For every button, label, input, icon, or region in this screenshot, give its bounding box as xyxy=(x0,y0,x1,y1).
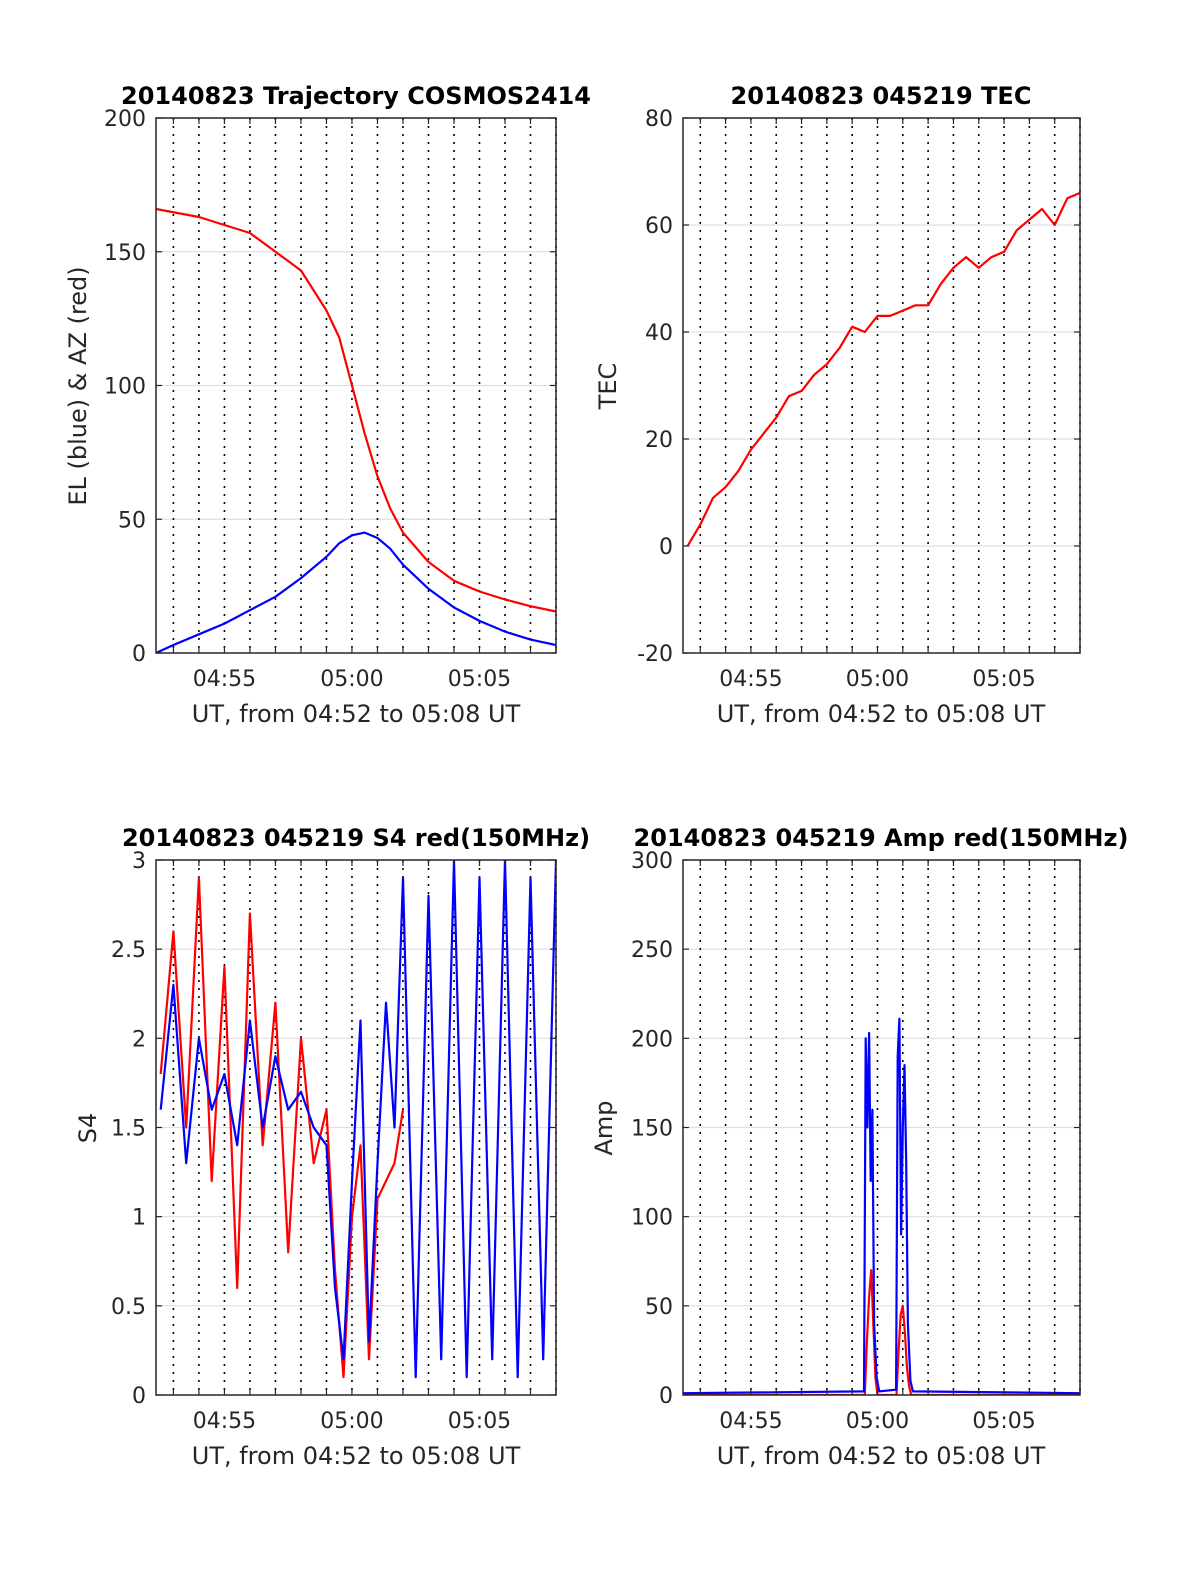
chart-title: 20140823 045219 TEC xyxy=(731,82,1032,110)
panel-s4: 20140823 045219 S4 red(150MHz) UT, from … xyxy=(74,824,590,1470)
series-group xyxy=(686,191,1080,547)
y-tick-label: 200 xyxy=(104,107,146,132)
panel-trajectory: 20140823 Trajectory COSMOS2414 UT, from … xyxy=(64,82,591,728)
x-tick-label: 05:00 xyxy=(846,667,909,692)
y-tick-label: 0 xyxy=(659,1384,673,1409)
chart-title: 20140823 045219 Amp red(150MHz) xyxy=(634,824,1129,852)
y-tick-label: 40 xyxy=(645,321,673,346)
y-tick-label: 1.5 xyxy=(111,1117,146,1142)
x-tick-label: 04:55 xyxy=(193,667,256,692)
y-tick-label: 50 xyxy=(118,508,146,533)
series-line-1 xyxy=(159,860,556,1379)
x-tick-label: 04:55 xyxy=(719,667,782,692)
y-tick-label: -20 xyxy=(637,642,673,667)
x-tick-label: 04:55 xyxy=(193,1409,256,1434)
chart-title: 20140823 Trajectory COSMOS2414 xyxy=(121,82,591,110)
y-axis-label: S4 xyxy=(74,1113,102,1144)
series-group xyxy=(156,207,556,653)
x-tick-label: 05:05 xyxy=(448,1409,511,1434)
y-tick-label: 20 xyxy=(645,428,673,453)
x-tick-label: 04:55 xyxy=(719,1409,782,1434)
chart-title: 20140823 045219 S4 red(150MHz) xyxy=(122,824,590,852)
x-tick-label: 05:00 xyxy=(846,1409,909,1434)
series-group xyxy=(159,860,556,1379)
y-tick-label: 2 xyxy=(132,1027,146,1052)
panel-amp: 20140823 045219 Amp red(150MHz) UT, from… xyxy=(590,824,1128,1470)
panel-tec: 20140823 045219 TEC UT, from 04:52 to 05… xyxy=(594,82,1081,728)
y-tick-label: 0.5 xyxy=(111,1295,146,1320)
x-tick-label: 05:05 xyxy=(972,1409,1035,1434)
x-axis-label: UT, from 04:52 to 05:08 UT xyxy=(717,1442,1046,1470)
y-tick-label: 250 xyxy=(631,938,673,963)
y-axis-label: EL (blue) & AZ (red) xyxy=(64,266,92,505)
y-tick-label: 60 xyxy=(645,214,673,239)
y-tick-label: 2.5 xyxy=(111,938,146,963)
y-tick-label: 100 xyxy=(104,375,146,400)
y-tick-label: 300 xyxy=(631,849,673,874)
series-line-1 xyxy=(156,531,556,653)
y-tick-label: 50 xyxy=(645,1295,673,1320)
y-tick-label: 150 xyxy=(104,241,146,266)
y-tick-label: 0 xyxy=(659,535,673,560)
y-tick-label: 200 xyxy=(631,1027,673,1052)
x-tick-label: 05:00 xyxy=(320,1409,383,1434)
x-tick-label: 05:00 xyxy=(320,667,383,692)
series-line-0 xyxy=(156,207,556,613)
series-line-1 xyxy=(683,1017,1080,1395)
y-tick-label: 1 xyxy=(132,1206,146,1231)
y-tick-label: 0 xyxy=(132,642,146,667)
y-tick-label: 150 xyxy=(631,1117,673,1142)
y-tick-label: 80 xyxy=(645,107,673,132)
y-axis-label: Amp xyxy=(590,1100,618,1155)
x-axis-label: UT, from 04:52 to 05:08 UT xyxy=(192,1442,521,1470)
series-group xyxy=(683,1017,1080,1395)
y-tick-label: 0 xyxy=(132,1384,146,1409)
x-axis-label: UT, from 04:52 to 05:08 UT xyxy=(192,700,521,728)
x-tick-label: 05:05 xyxy=(972,667,1035,692)
series-line-0 xyxy=(683,1269,1080,1395)
series-line-0 xyxy=(686,191,1080,547)
y-axis-label: TEC xyxy=(594,363,622,411)
y-tick-label: 3 xyxy=(132,849,146,874)
axes-box xyxy=(682,117,1081,654)
y-tick-label: 100 xyxy=(631,1206,673,1231)
x-axis-label: UT, from 04:52 to 05:08 UT xyxy=(717,700,1046,728)
x-tick-label: 05:05 xyxy=(448,667,511,692)
